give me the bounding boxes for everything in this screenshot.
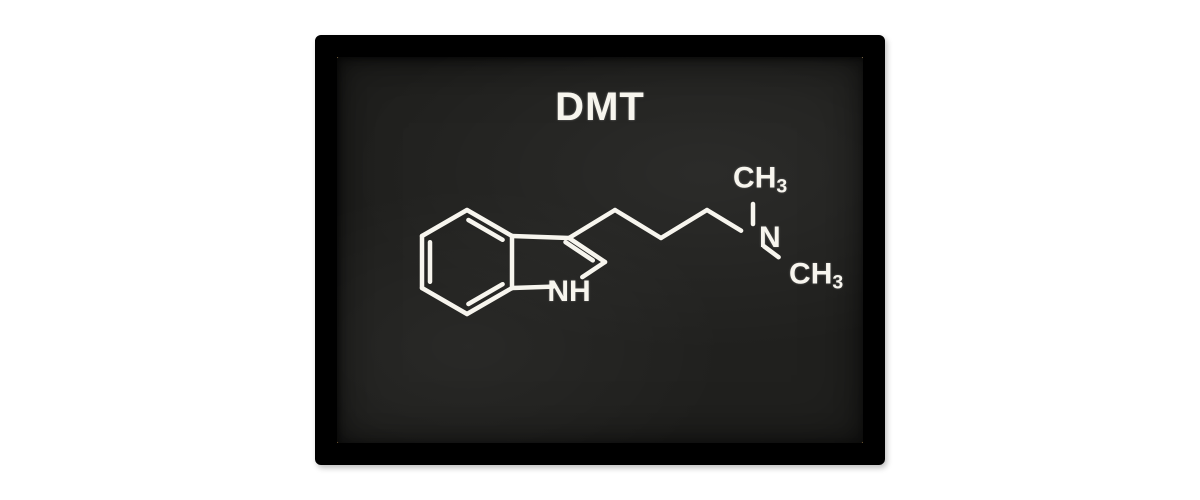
atom-label-CH3b: CH3 (789, 258, 843, 295)
chalkboard-frame: DMT NHCH3NCH3 (315, 35, 885, 465)
atom-label-CH3a: CH3 (733, 162, 787, 199)
molecule-diagram (337, 57, 863, 443)
atom-label-N: N (759, 221, 781, 255)
chalkboard-surface: DMT NHCH3NCH3 (337, 57, 863, 443)
atom-label-NH: NH (547, 275, 590, 309)
